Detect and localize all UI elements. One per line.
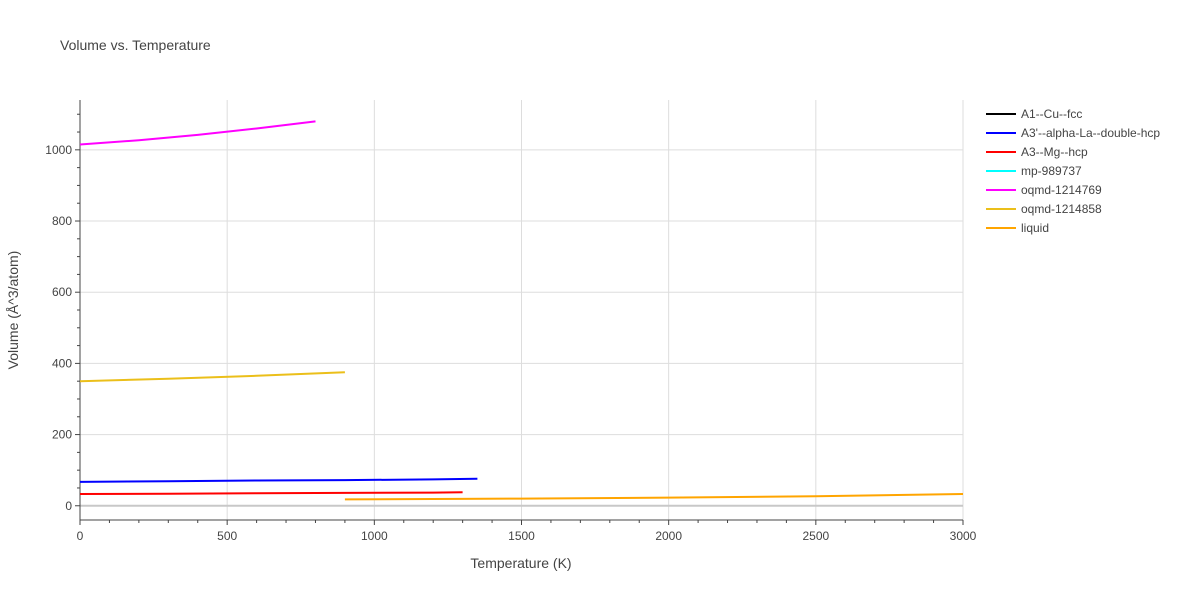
y-tick-label: 200 [52, 428, 72, 442]
series-group [79, 120, 964, 501]
axes [75, 100, 964, 525]
x-tick-label: 1500 [508, 529, 535, 543]
legend: A1--Cu--fcc A3'--alpha-La--double-hcp A3--… [986, 107, 1160, 235]
y-tick-label: 400 [52, 356, 72, 370]
series-line-oqmd-1214769 [79, 120, 316, 146]
series-line-a3-alpha-la-double-hcp [79, 477, 478, 483]
legend-label-a3-mg-hcp: A3--Mg--hcp [1021, 145, 1088, 159]
tick-labels: 0 500 1000 1500 2000 2500 3000 0 200 400 600 800 100… [45, 143, 976, 543]
x-tick-label: 0 [77, 529, 84, 543]
x-tick-label: 2000 [655, 529, 682, 543]
legend-label-a1-cu-fcc: A1--Cu--fcc [1021, 107, 1082, 121]
legend-label-liquid: liquid [1021, 221, 1049, 235]
x-tick-label: 1000 [361, 529, 388, 543]
y-tick-label: 1000 [45, 143, 72, 157]
x-tick-label: 3000 [950, 529, 977, 543]
y-tick-label: 800 [52, 214, 72, 228]
x-tick-label: 2500 [802, 529, 829, 543]
y-tick-label: 0 [65, 499, 72, 513]
legend-label-oqmd-1214858: oqmd-1214858 [1021, 202, 1102, 216]
series-line-a3-mg-hcp [79, 491, 463, 495]
series-line-liquid [344, 493, 964, 501]
x-axis-title: Temperature (K) [470, 555, 571, 571]
series-line-oqmd-1214858 [79, 371, 345, 383]
legend-label-mp-989737: mp-989737 [1021, 164, 1082, 178]
grid [79, 100, 964, 520]
y-tick-label: 600 [52, 285, 72, 299]
y-axis-title: Volume (Å^3/atom) [5, 251, 21, 370]
legend-label-oqmd-1214769: oqmd-1214769 [1021, 183, 1102, 197]
legend-label-a3-alpha-la-double-hcp: A3'--alpha-La--double-hcp [1021, 126, 1160, 140]
x-tick-label: 500 [217, 529, 237, 543]
chart-title: Volume vs. Temperature [60, 37, 211, 53]
